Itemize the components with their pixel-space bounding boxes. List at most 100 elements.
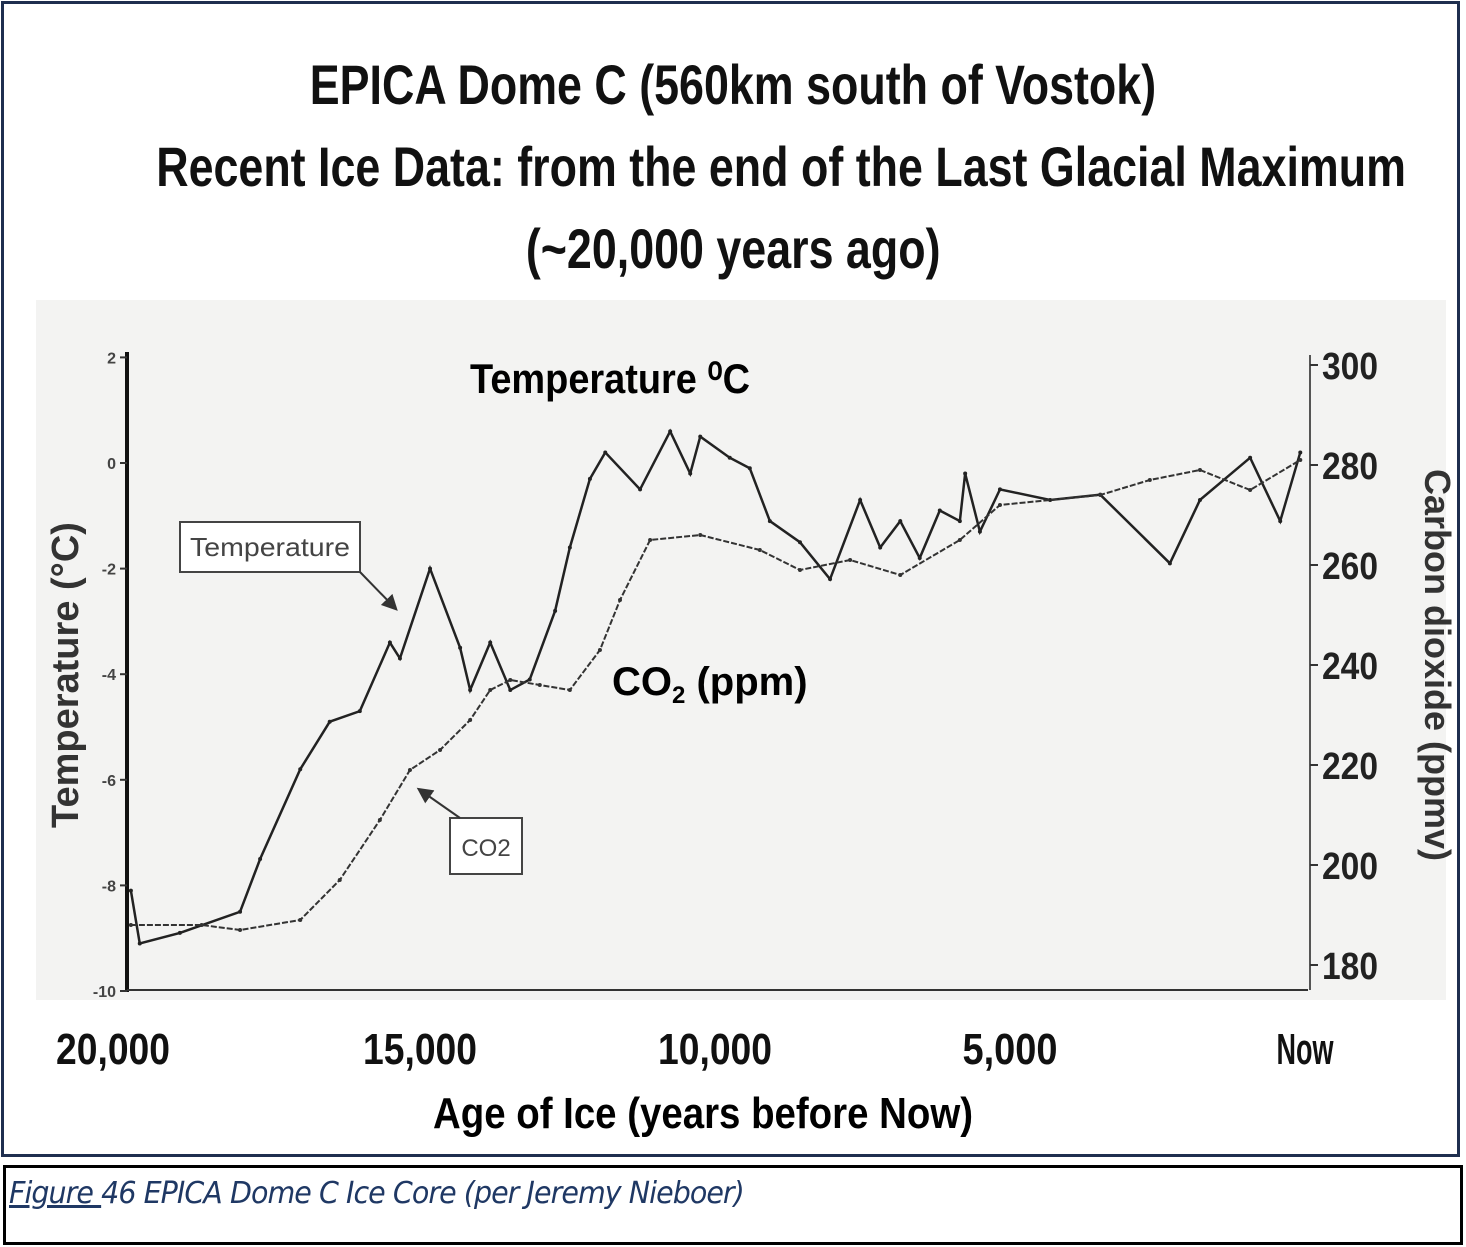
temperature-point — [488, 640, 493, 645]
y-left-label: Temperature (°C) — [45, 522, 87, 828]
chart-title: Temperature ⁰C — [470, 355, 750, 402]
y-right-label: Carbon dioxide (ppmv) — [1417, 469, 1458, 861]
figure-caption: Figure 46 EPICA Dome C Ice Core (per Jer… — [3, 1165, 1463, 1245]
temperature-arrow — [359, 571, 398, 611]
y-left-tick-label: -4 — [102, 667, 116, 684]
temperature-annotation-box — [179, 521, 361, 573]
y-right-tick-label: 280 — [1322, 446, 1378, 488]
temperature-point — [797, 540, 802, 545]
temperature-point — [828, 577, 833, 582]
co2-point — [488, 688, 493, 692]
temperature-point — [387, 640, 392, 645]
x-tick-label: 15,000 — [363, 1025, 477, 1074]
co2-point — [128, 923, 133, 927]
temperature-point — [957, 519, 962, 524]
temperature-point — [553, 608, 558, 613]
x-tick-label: Now — [1277, 1025, 1334, 1074]
co2-point — [898, 573, 903, 577]
title-text: Recent Ice Data: from the end of the Las… — [156, 135, 1406, 198]
temperature-point — [747, 466, 752, 471]
x-tick-label: 10,000 — [658, 1025, 772, 1074]
co2-point — [337, 878, 342, 882]
y-left-tick-label: -6 — [102, 773, 116, 790]
y-left-tick-label: 2 — [107, 350, 116, 367]
temperature-point — [258, 857, 263, 861]
y-right-tick-label: 200 — [1322, 846, 1378, 888]
co2-point — [618, 598, 623, 602]
co2-annotation: CO2 — [461, 835, 510, 862]
temperature-point — [898, 519, 903, 524]
co2-point — [1098, 493, 1103, 497]
temperature-point — [508, 688, 513, 693]
co2-point — [199, 923, 204, 927]
temperature-point — [1278, 519, 1283, 524]
temperature-annotation: Temperature — [190, 532, 350, 562]
co2-label: CO2 (ppm) — [612, 660, 808, 709]
temperature-point — [177, 930, 182, 935]
y-right-tick-label: 180 — [1322, 946, 1378, 988]
temperature-point — [567, 545, 572, 550]
temperature-point — [357, 709, 362, 714]
co2-point — [298, 918, 303, 922]
plot-background — [36, 300, 1446, 1000]
title-text: EPICA Dome C (560km south of Vostok) — [309, 53, 1157, 116]
temperature-point — [668, 429, 673, 434]
temperature-point — [1197, 497, 1202, 502]
temperature-point — [587, 476, 592, 481]
co2-point — [407, 768, 412, 772]
title-line-1: EPICA Dome C (560km south of Vostok) — [0, 52, 1466, 117]
co2-arrow — [416, 787, 461, 819]
title-line-3: (~20,000 years ago) — [0, 216, 1466, 281]
co2-point — [648, 538, 653, 542]
co2-point — [848, 558, 853, 562]
temperature-point — [937, 508, 942, 513]
title-line-2: Recent Ice Data: from the end of the Las… — [0, 134, 1466, 199]
temperature-point — [1167, 561, 1172, 566]
co2-point — [438, 748, 443, 752]
temperature-point — [458, 645, 463, 650]
temperature-point — [603, 450, 608, 455]
temperature-point — [727, 455, 732, 460]
co2-point — [997, 503, 1002, 507]
temperature-point — [698, 434, 703, 439]
temperature-point — [238, 909, 243, 914]
y-left-tick-label: 0 — [107, 456, 116, 473]
y-left-tick-label: -8 — [102, 878, 116, 895]
co2-point — [238, 928, 243, 932]
co2-point — [797, 568, 802, 572]
co2-point — [1248, 488, 1253, 492]
temperature-point — [298, 767, 303, 772]
x-tick-label: 5,000 — [963, 1025, 1058, 1074]
caption-prefix: Figure — [9, 1176, 102, 1211]
temperature-point — [128, 888, 133, 893]
temperature-point — [397, 656, 402, 661]
x-tick-label: 20,000 — [56, 1025, 170, 1074]
temperature-point — [327, 719, 332, 724]
temperature-point — [997, 487, 1002, 492]
temperature-point — [767, 519, 772, 524]
temperature-point — [917, 556, 922, 561]
co2-point — [508, 678, 513, 682]
co2-point — [957, 538, 962, 542]
x-axis-label-area — [36, 1000, 1376, 1150]
temperature-point — [878, 545, 883, 550]
y-left-tick-label: -10 — [93, 984, 116, 1001]
temperature-point — [1298, 450, 1303, 455]
temperature-point — [688, 471, 693, 476]
co2-point — [1147, 478, 1152, 482]
co2-annotation-box — [449, 817, 523, 875]
co2-point — [757, 548, 762, 552]
temperature-point — [527, 677, 532, 682]
temperature-point — [428, 566, 433, 571]
x-axis-label: Age of Ice (years before Now) — [433, 1089, 973, 1138]
co2-point — [377, 818, 382, 822]
title-text: (~20,000 years ago) — [525, 217, 941, 280]
y-left-tick-label: -2 — [102, 562, 116, 579]
y-right-tick-label: 260 — [1322, 546, 1378, 588]
co2-point — [567, 688, 572, 692]
temperature-point — [638, 487, 643, 492]
co2-point — [537, 683, 542, 687]
temperature-point — [1248, 455, 1253, 460]
temperature-point — [977, 529, 982, 534]
